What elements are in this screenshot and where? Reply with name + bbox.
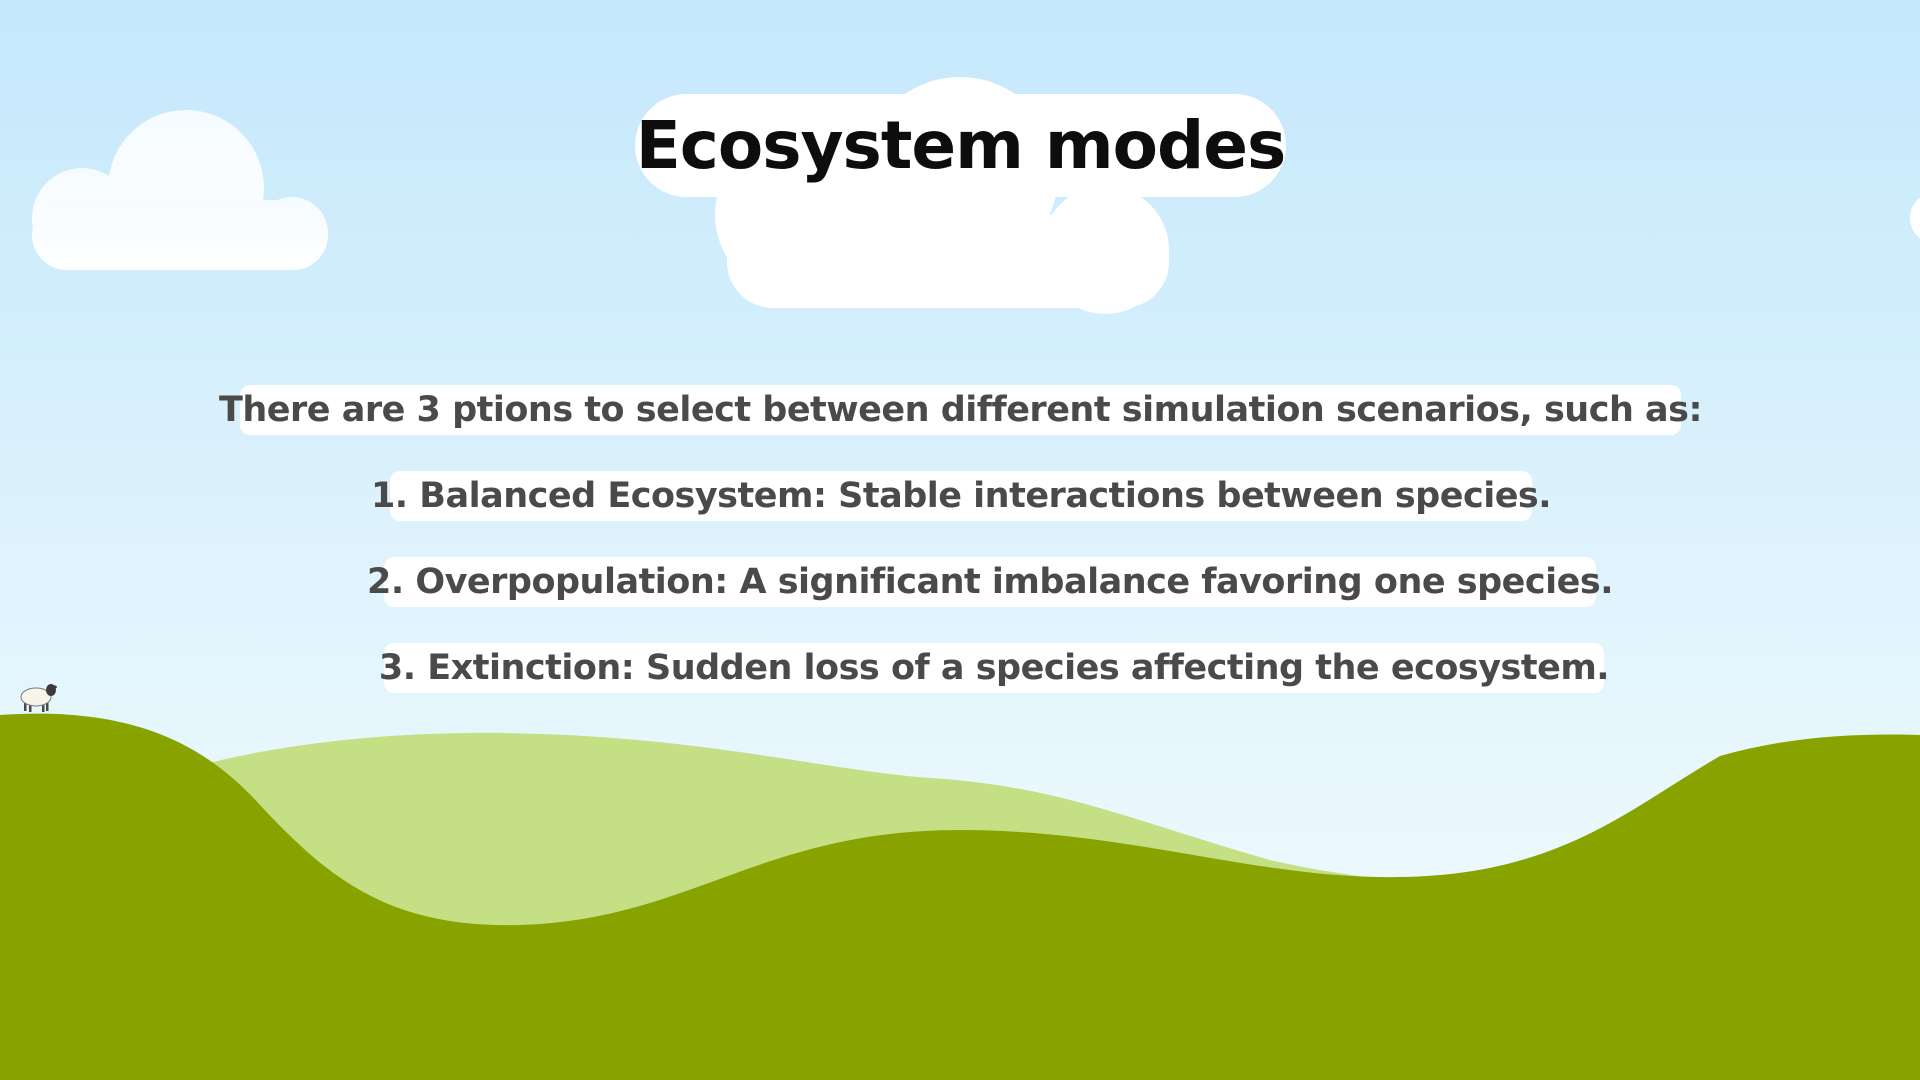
mode-item-overpopulation: 2. Overpopulation: A significant imbalan… <box>367 557 1614 607</box>
cloud-right-edge <box>1910 197 1920 239</box>
cloud-left <box>32 110 328 270</box>
mode-item-extinction: 3. Extinction: Sudden loss of a species … <box>379 643 1610 693</box>
page-title: Ecosystem modes <box>635 107 1287 184</box>
hill-front <box>0 713 1920 1080</box>
title-pill: Ecosystem modes <box>635 94 1286 197</box>
sheep-icon <box>20 684 57 712</box>
intro-text: There are 3 ptions to select between dif… <box>219 385 1703 435</box>
mode-item-balanced: 1. Balanced Ecosystem: Stable interactio… <box>371 471 1552 521</box>
